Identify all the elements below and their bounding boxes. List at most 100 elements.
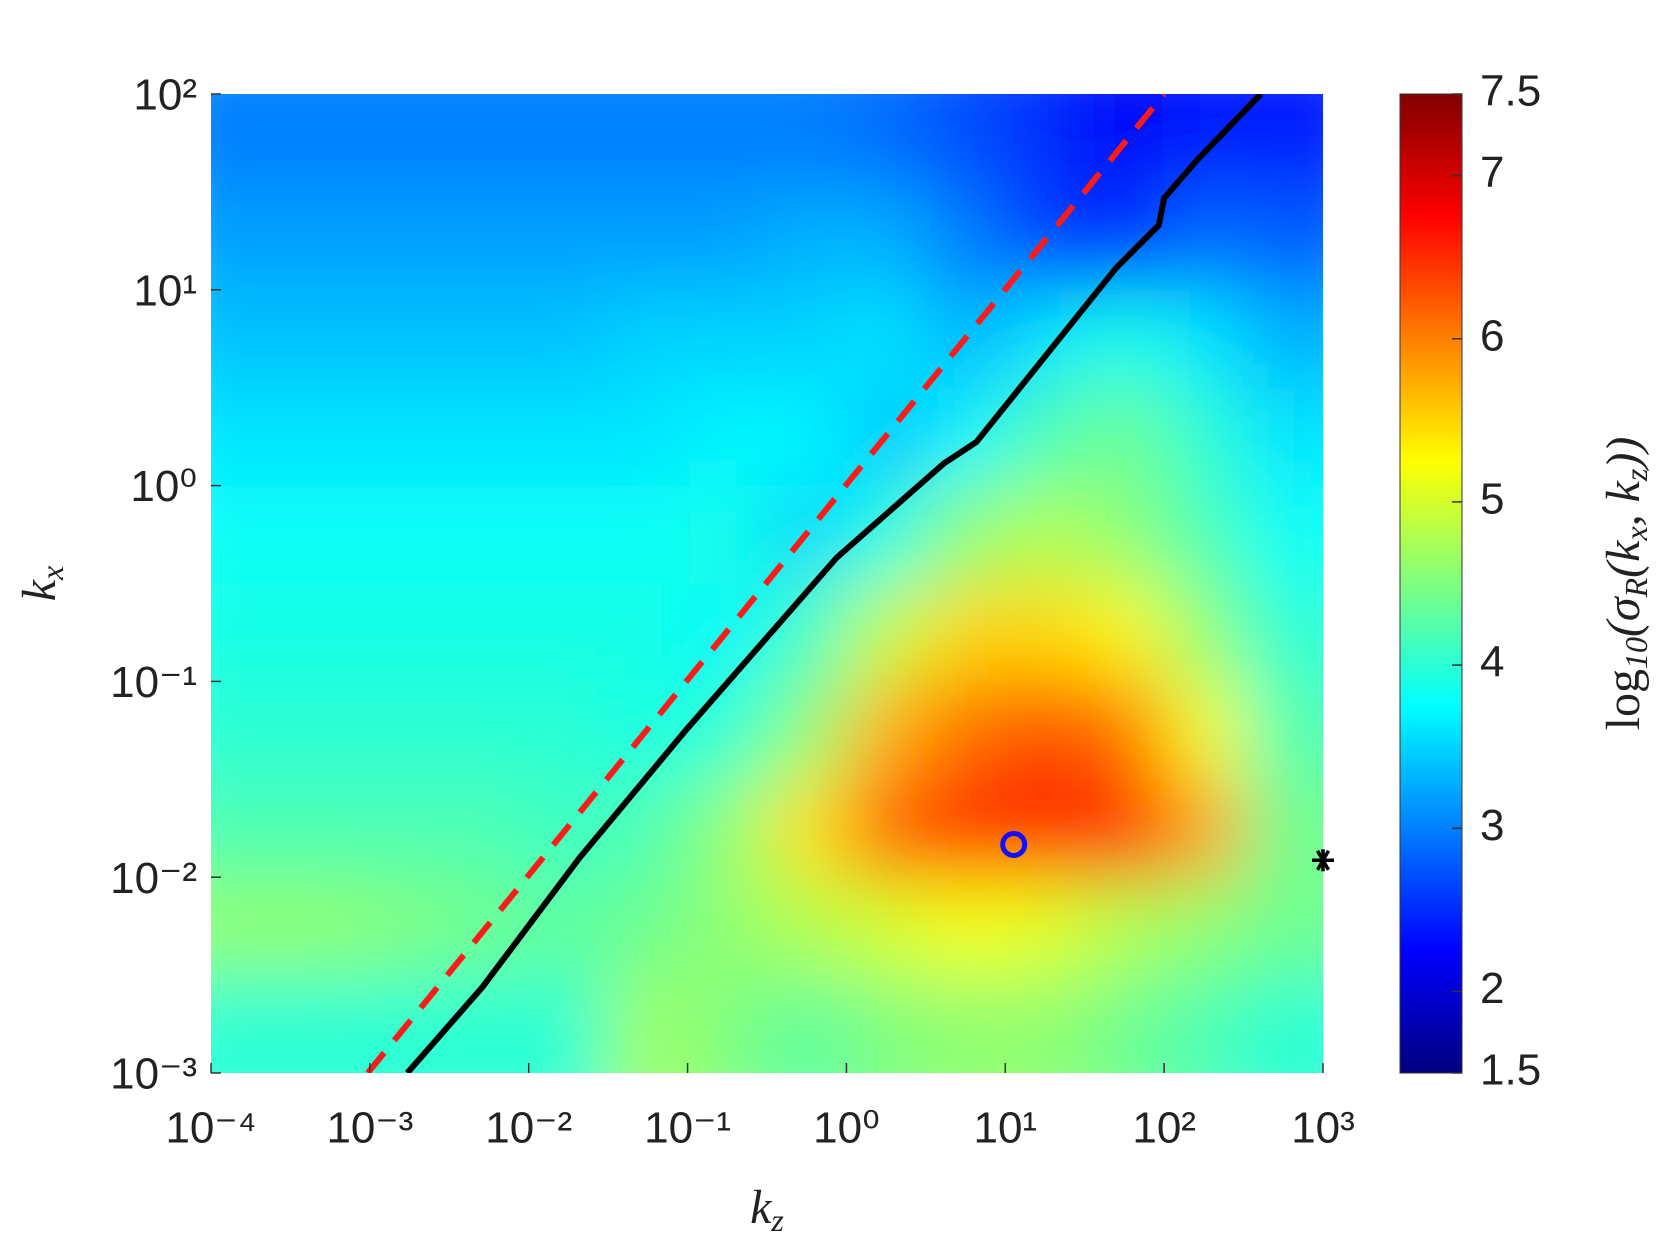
- colorbar-tick-label: 6: [1480, 311, 1504, 360]
- heatmap-cell: [687, 289, 768, 389]
- heatmap-cell: [1243, 191, 1323, 291]
- colorbar-tick-label: 5: [1480, 475, 1504, 524]
- heatmap-cell: [1243, 94, 1323, 193]
- heatmap-cell: [1164, 289, 1245, 389]
- heatmap-cell: [290, 583, 371, 682]
- heatmap-cell: [608, 191, 689, 291]
- heatmap-cell: [608, 583, 689, 682]
- heatmap-cell: [449, 681, 530, 780]
- heatmap-cell: [290, 681, 371, 780]
- heatmap-cell: [1005, 681, 1086, 780]
- heatmap-cell: [449, 583, 530, 682]
- colorbar-tick-label: 3: [1480, 801, 1504, 850]
- heatmap-cell: [608, 289, 689, 389]
- heatmap-cell: [290, 975, 371, 1073]
- heatmap-cell: [211, 975, 291, 1073]
- heatmap-cell: [290, 877, 371, 976]
- colorbar-label: log10(σR(kx, kz)): [1597, 437, 1654, 731]
- colorbar-tick-label: 7: [1480, 148, 1504, 197]
- y-tick-label: 10⁻²: [110, 854, 197, 903]
- colorbar-tick-label: 7.5: [1480, 67, 1541, 116]
- heatmap-cell: [766, 779, 847, 878]
- heatmap-cell: [449, 289, 530, 389]
- heatmap-cell: [1084, 485, 1165, 585]
- x-tick-label: 10⁰: [813, 1104, 880, 1153]
- x-tick-label: 10⁻¹: [644, 1104, 731, 1153]
- heatmap-cell: [369, 289, 450, 389]
- heatmap-cell: [528, 387, 609, 487]
- heatmap-cell: [211, 289, 291, 389]
- heatmap-cell: [528, 877, 609, 976]
- heatmap-cell: [211, 779, 291, 878]
- marker-circle: [1000, 830, 1028, 858]
- colorbar-label-part: (σ: [1597, 595, 1650, 637]
- heatmap-cell: [528, 289, 609, 389]
- heatmap-cell: [846, 583, 927, 682]
- heatmap-cell: [449, 779, 530, 878]
- heatmap-cell: [687, 94, 768, 193]
- colorbar-tick-label: 1.5: [1480, 1046, 1541, 1095]
- x-tick-label: 10⁻³: [326, 1104, 413, 1153]
- heatmap-cell: [449, 387, 530, 487]
- heatmap-cell: [1164, 94, 1245, 193]
- heatmap-cell: [1005, 289, 1086, 389]
- y-tick-label: 10⁰: [130, 462, 197, 511]
- heatmap-cell: [290, 485, 371, 585]
- heatmap-cell: [766, 289, 847, 389]
- x-tick-label: 10²: [1132, 1104, 1196, 1153]
- heatmap-cell: [1164, 387, 1245, 487]
- colorbar-label-part: (k: [1597, 539, 1650, 578]
- axis-label-subscript: z: [770, 1202, 784, 1238]
- heatmap-cell: [766, 975, 847, 1073]
- heatmap-cell: [1084, 289, 1165, 389]
- heatmap-cell: [369, 583, 450, 682]
- heatmap-cell: [528, 975, 609, 1073]
- heatmap-cell: [1005, 94, 1086, 193]
- heatmap-cell: [766, 583, 847, 682]
- heatmap-cell: [766, 387, 847, 487]
- heatmap-cell: [766, 191, 847, 291]
- heatmap-cell: [687, 975, 768, 1073]
- heatmap-cell: [369, 387, 450, 487]
- curve: [365, 94, 1167, 1073]
- heatmap-cell: [766, 681, 847, 780]
- heatmap-cell: [449, 975, 530, 1073]
- heatmap-cell: [1005, 975, 1086, 1073]
- overlay: [365, 94, 1263, 1073]
- x-tick-label: 10⁻²: [485, 1104, 572, 1153]
- heatmap-cell: [290, 779, 371, 878]
- heatmap-cell: [766, 94, 847, 193]
- heatmap-cell: [369, 191, 450, 291]
- heatmap-cell: [1243, 583, 1323, 682]
- heatmap-cell: [528, 94, 609, 193]
- heatmap-cell: [1164, 191, 1245, 291]
- heatmap-cell: [369, 779, 450, 878]
- heatmap-cell: [1005, 387, 1086, 487]
- heatmap-cell: [1084, 681, 1165, 780]
- heatmap-cell: [687, 779, 768, 878]
- heatmap-cell: [846, 191, 927, 291]
- heatmap-cell: [1243, 975, 1323, 1073]
- axis-label: kx: [13, 566, 70, 602]
- colorbar-label-part: , k: [1597, 479, 1650, 526]
- heatmap-cell: [846, 877, 927, 976]
- heatmap-cell: [211, 485, 291, 585]
- x-tick-label: 10⁻⁴: [165, 1104, 256, 1153]
- heatmap-cell: [608, 387, 689, 487]
- heatmap-cell: [687, 485, 768, 585]
- colorbar-tick-label: 4: [1480, 638, 1504, 687]
- heatmap-cell: [1084, 877, 1165, 976]
- heatmap-cell: [846, 289, 927, 389]
- heatmap-cell: [528, 191, 609, 291]
- heatmap-cell: [687, 387, 768, 487]
- heatmap-cell: [211, 877, 291, 976]
- heatmap-cell: [925, 975, 1006, 1073]
- heatmap-cell: [369, 681, 450, 780]
- heatmap-cell: [925, 583, 1006, 682]
- heatmap-cell: [1164, 583, 1245, 682]
- y-tick-label: 10⁻¹: [110, 658, 197, 707]
- heatmap-cell: [766, 877, 847, 976]
- heatmap-cell: [925, 191, 1006, 291]
- heatmap-cell: [1005, 877, 1086, 976]
